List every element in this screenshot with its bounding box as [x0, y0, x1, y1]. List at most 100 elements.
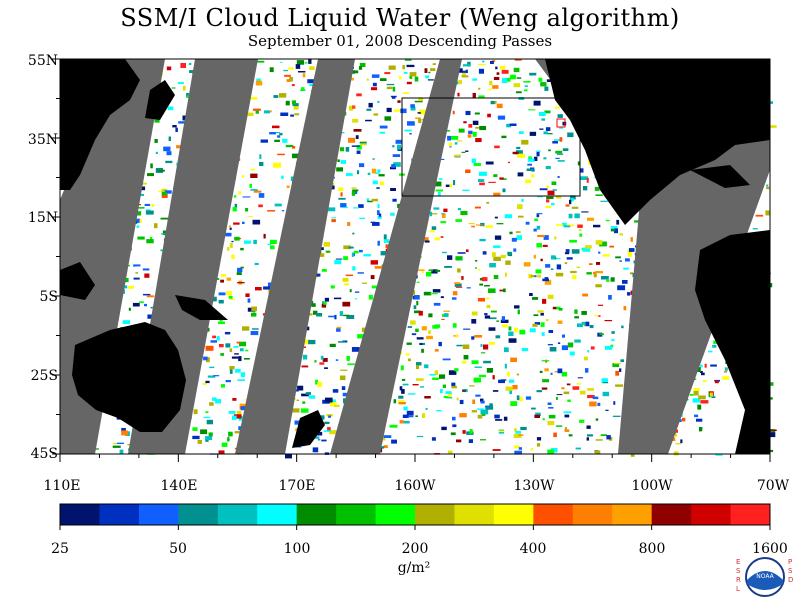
cloud-water-pixel — [357, 170, 360, 175]
colorbar-tick-label: 800 — [638, 541, 666, 557]
cloud-water-pixel — [478, 374, 486, 378]
cloud-water-pixel — [316, 253, 325, 257]
cloud-water-pixel — [471, 410, 477, 413]
cloud-water-pixel — [329, 402, 337, 407]
cloud-water-pixel — [472, 131, 477, 137]
cloud-water-pixel — [316, 313, 323, 317]
cloud-water-pixel — [421, 348, 424, 353]
cloud-water-pixel — [144, 303, 147, 307]
cloud-water-pixel — [279, 93, 287, 98]
cloud-water-pixel — [269, 132, 276, 135]
cloud-water-pixel — [593, 273, 597, 278]
cloud-water-pixel — [323, 430, 332, 432]
cloud-water-pixel — [546, 79, 553, 82]
cloud-water-pixel — [390, 212, 395, 216]
cloud-water-pixel — [489, 317, 497, 320]
cloud-water-pixel — [409, 133, 412, 135]
cloud-water-pixel — [247, 215, 253, 217]
colorbar-swatch — [691, 504, 732, 525]
cloud-water-pixel — [532, 323, 538, 327]
cloud-water-pixel — [460, 210, 468, 216]
cloud-water-pixel — [336, 167, 343, 172]
cloud-water-pixel — [541, 118, 546, 121]
cloud-water-pixel — [586, 437, 589, 441]
cloud-water-pixel — [285, 144, 294, 148]
cloud-water-pixel — [213, 375, 220, 377]
colorbar-swatch — [415, 504, 455, 525]
cloud-water-pixel — [529, 293, 533, 296]
cloud-water-pixel — [317, 381, 323, 387]
cloud-water-pixel — [423, 291, 432, 296]
cloud-water-pixel — [442, 358, 451, 361]
cloud-water-pixel — [557, 176, 560, 178]
cloud-water-pixel — [496, 320, 499, 322]
cloud-water-pixel — [207, 375, 216, 378]
cloud-water-pixel — [407, 326, 413, 328]
cloud-water-pixel — [167, 106, 174, 111]
cloud-water-pixel — [515, 431, 521, 434]
cloud-water-pixel — [446, 397, 453, 399]
cloud-water-pixel — [541, 332, 545, 336]
cloud-water-pixel — [571, 206, 579, 209]
cloud-water-pixel — [615, 384, 624, 387]
cloud-water-pixel — [484, 285, 490, 287]
cloud-water-pixel — [454, 368, 459, 372]
cloud-water-pixel — [539, 370, 543, 373]
cloud-water-pixel — [488, 327, 496, 331]
cloud-water-pixel — [452, 291, 458, 296]
cloud-water-pixel — [570, 195, 576, 200]
cloud-water-pixel — [614, 362, 621, 365]
cloud-water-pixel — [291, 84, 295, 87]
cloud-water-pixel — [462, 390, 466, 392]
cloud-water-pixel — [537, 234, 545, 237]
x-tick-label: 140E — [160, 478, 198, 494]
cloud-water-pixel — [180, 63, 186, 68]
cloud-water-pixel — [675, 433, 678, 437]
cloud-water-pixel — [539, 112, 546, 116]
cloud-water-pixel — [536, 150, 541, 152]
colorbar-swatch — [217, 504, 258, 525]
cloud-water-pixel — [479, 238, 486, 242]
colorbar-swatch — [336, 504, 377, 525]
cloud-water-pixel — [606, 435, 611, 440]
cloud-water-pixel — [416, 378, 424, 381]
cloud-water-pixel — [205, 436, 213, 440]
cloud-water-pixel — [434, 349, 439, 352]
cloud-water-pixel — [232, 398, 237, 401]
cloud-water-pixel — [473, 377, 482, 383]
cloud-water-pixel — [606, 279, 610, 282]
cloud-water-pixel — [564, 427, 567, 430]
cloud-water-pixel — [341, 386, 346, 390]
cloud-water-pixel — [585, 321, 590, 327]
cloud-water-pixel — [209, 366, 215, 369]
cloud-water-pixel — [233, 222, 240, 225]
cloud-water-pixel — [429, 373, 436, 376]
cloud-water-pixel — [432, 377, 439, 380]
colorbar-unit: g/m² — [397, 560, 431, 576]
cloud-water-pixel — [399, 420, 404, 424]
cloud-water-pixel — [471, 319, 477, 324]
cloud-water-pixel — [435, 189, 443, 192]
cloud-water-pixel — [378, 213, 382, 217]
cloud-water-pixel — [210, 340, 217, 343]
cloud-water-pixel — [253, 108, 261, 111]
cloud-water-pixel — [755, 214, 764, 217]
cloud-water-pixel — [392, 145, 395, 148]
cloud-water-pixel — [450, 136, 459, 140]
cloud-water-pixel — [121, 428, 126, 433]
cloud-water-pixel — [157, 169, 165, 172]
cloud-water-pixel — [457, 208, 461, 211]
cloud-water-pixel — [373, 113, 379, 116]
cloud-water-pixel — [274, 132, 280, 133]
cloud-water-pixel — [461, 151, 466, 153]
cloud-water-pixel — [769, 382, 774, 386]
cloud-water-pixel — [529, 72, 537, 76]
cloud-water-pixel — [769, 449, 774, 453]
cloud-water-pixel — [342, 392, 350, 397]
cloud-water-pixel — [538, 77, 543, 82]
cloud-water-pixel — [232, 415, 237, 420]
map-title: SSM/I Cloud Liquid Water (Weng algorithm… — [120, 4, 680, 32]
cloud-water-pixel — [612, 415, 621, 417]
cloud-water-pixel — [714, 380, 719, 384]
